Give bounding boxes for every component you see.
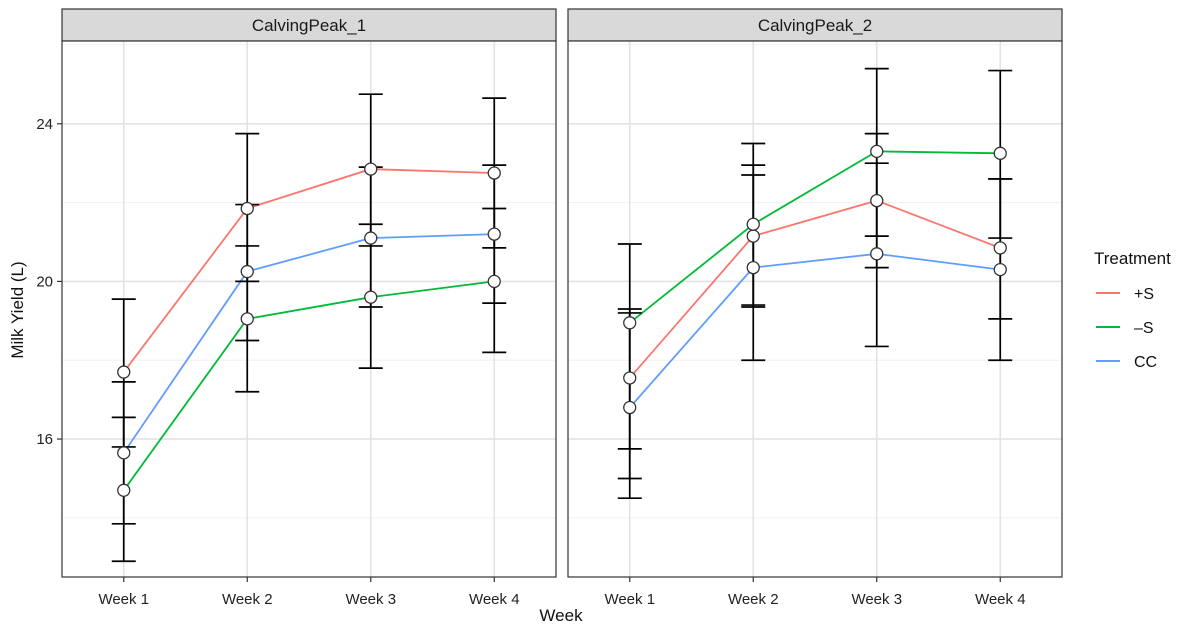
x-tick-label: Week 4 xyxy=(469,591,520,608)
data-point xyxy=(487,166,501,180)
panel-1: CalvingPeak_1 Week 1 Week 2 Week 3 Week 4 xyxy=(61,8,557,608)
legend: Treatment +S –S CC xyxy=(1094,249,1171,371)
data-point xyxy=(746,260,760,275)
data-point xyxy=(870,247,884,261)
series-line-–S xyxy=(629,150,1001,324)
error-bar xyxy=(617,312,642,480)
axes-layer: 16 20 24 xyxy=(36,116,62,448)
data-point xyxy=(240,201,254,216)
data-point xyxy=(364,231,378,245)
facet-strip xyxy=(567,8,1063,42)
legend-label: –S xyxy=(1134,320,1154,337)
series-line-CC xyxy=(123,233,495,454)
data-point xyxy=(993,241,1007,255)
x-axis-title: Week xyxy=(539,606,583,625)
data-point xyxy=(623,400,637,415)
panel-2: CalvingPeak_2 Week 1 Week 2 Week 3 Week 4 xyxy=(567,8,1063,608)
legend-title: Treatment xyxy=(1094,249,1171,268)
data-point xyxy=(746,217,760,231)
data-point xyxy=(487,227,501,241)
x-tick-label: Week 3 xyxy=(851,591,902,608)
x-tick-label: Week 2 xyxy=(222,591,273,608)
y-axis-title: Milk Yield (L) xyxy=(8,261,27,358)
y-tick-label: 20 xyxy=(36,273,53,290)
x-tick-label: Week 4 xyxy=(975,591,1026,608)
data-point xyxy=(746,229,760,243)
data-point xyxy=(240,264,254,279)
data-point xyxy=(487,274,501,289)
series-line-+S xyxy=(123,168,495,373)
panel-border xyxy=(567,40,1063,578)
plot-background xyxy=(568,41,1062,577)
series-line-+S xyxy=(629,199,1001,379)
data-point xyxy=(117,365,131,379)
series-line-CC xyxy=(629,252,1001,409)
x-tick-label: Week 1 xyxy=(98,591,149,608)
y-tick-label: 24 xyxy=(36,116,53,133)
x-tick-label: Week 3 xyxy=(345,591,396,608)
x-tick-label: Week 1 xyxy=(604,591,655,608)
data-point xyxy=(364,290,378,304)
data-point xyxy=(993,146,1007,160)
data-point xyxy=(117,446,131,460)
x-tick-label: Week 2 xyxy=(728,591,779,608)
panel-border xyxy=(61,40,557,578)
data-point xyxy=(870,193,884,208)
data-point xyxy=(240,312,254,326)
data-point xyxy=(623,371,637,385)
legend-label: CC xyxy=(1134,354,1157,371)
data-point xyxy=(364,162,378,176)
legend-label: +S xyxy=(1134,286,1154,303)
data-point xyxy=(623,316,637,330)
data-point xyxy=(993,262,1007,277)
y-tick-label: 16 xyxy=(36,431,53,448)
data-point xyxy=(117,483,131,497)
series-line-–S xyxy=(123,280,495,491)
data-point xyxy=(870,144,884,159)
plot-background xyxy=(62,41,556,577)
facet-strip-label: CalvingPeak_1 xyxy=(252,16,366,35)
facet-strip-label: CalvingPeak_2 xyxy=(758,16,872,35)
facet-strip xyxy=(61,8,557,42)
